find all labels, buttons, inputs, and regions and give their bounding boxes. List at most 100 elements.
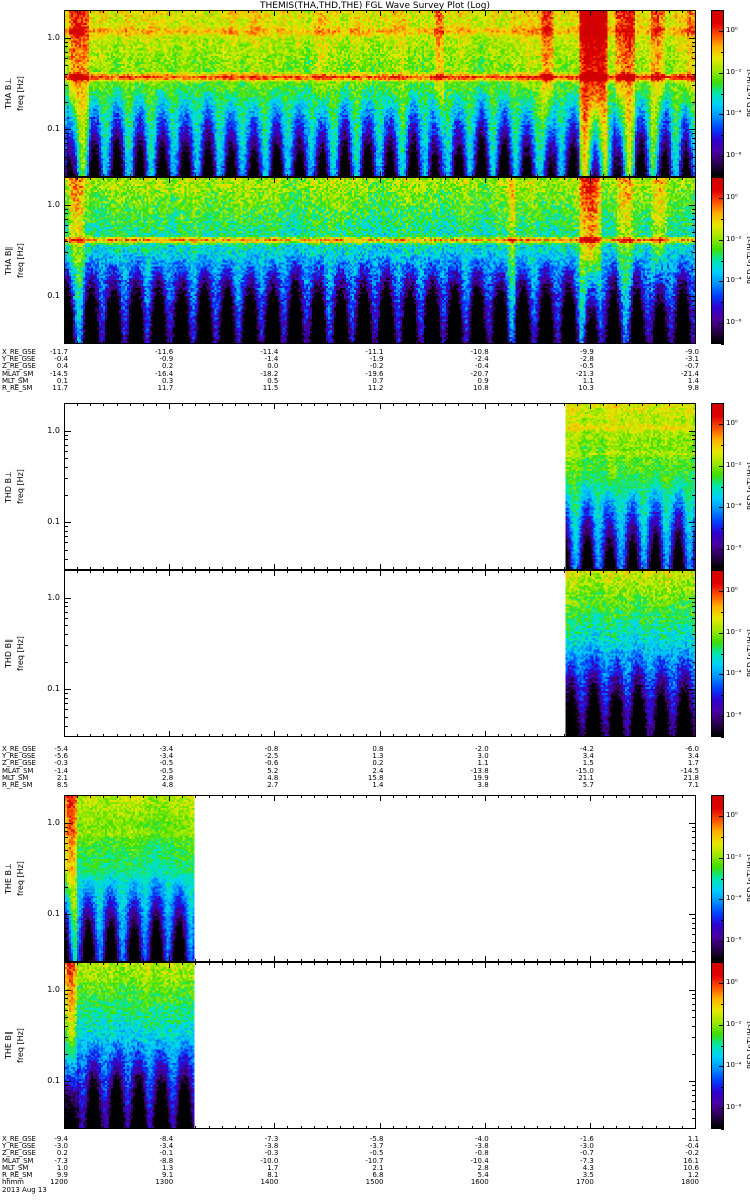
axis-annotation-value: -0.3 — [54, 759, 68, 768]
x-axis-major-tick — [695, 564, 696, 570]
x-axis-major-tick — [274, 795, 276, 801]
colorbar-tick-label: 10⁻⁴ — [726, 669, 742, 678]
x-axis-minor-tick — [432, 177, 434, 180]
x-axis-minor-tick — [445, 959, 447, 962]
axis-annotation-name: MLT_SM — [2, 1163, 29, 1172]
axis-annotation-value: -0.5 — [159, 766, 174, 775]
colorbar-minor-tick — [721, 920, 724, 922]
y-axis-minor-tick — [64, 526, 68, 528]
x-axis-minor-tick — [90, 1126, 92, 1129]
axis-annotation-value: -15.0 — [575, 766, 594, 775]
y-axis-minor-tick — [692, 870, 696, 872]
x-axis-minor-tick — [261, 567, 263, 570]
x-axis-minor-tick — [524, 570, 526, 573]
x-axis-minor-tick — [90, 174, 92, 177]
y-axis-minor-tick — [692, 1085, 696, 1087]
x-axis-minor-tick — [681, 177, 683, 180]
x-axis-minor-tick — [156, 174, 158, 177]
x-axis-minor-tick — [471, 403, 473, 406]
x-axis-minor-tick — [287, 962, 289, 965]
y-axis-minor-tick — [64, 133, 68, 135]
x-axis-minor-tick — [326, 10, 328, 13]
page-title: THEMIS(THA,THD,THE) FGL Wave Survey Plot… — [260, 1, 490, 11]
x-axis-major-tick — [695, 177, 696, 183]
panel-label-tha-para: THA B∥ — [4, 246, 13, 275]
y-axis-minor-tick — [692, 252, 696, 254]
x-axis-minor-tick — [668, 570, 670, 573]
x-axis-minor-tick — [182, 1126, 184, 1129]
x-axis-minor-tick — [405, 959, 407, 962]
y-axis-major-tick — [689, 296, 696, 298]
axis-annotation-row: MLT_SM 1.0 1.3 1.7 2.1 2.8 4.3 10.6 — [0, 1163, 750, 1172]
x-axis-minor-tick — [195, 177, 197, 180]
x-axis-minor-tick — [629, 177, 631, 180]
x-axis-minor-tick — [642, 341, 644, 344]
x-axis-minor-tick — [313, 10, 315, 13]
axis-annotation-value: 10.3 — [578, 383, 594, 392]
y-axis-minor-tick — [692, 323, 696, 325]
x-axis-minor-tick — [497, 795, 499, 798]
x-axis-minor-tick — [445, 1126, 447, 1129]
y-axis-minor-tick — [692, 224, 696, 226]
x-axis-minor-tick — [353, 795, 355, 798]
x-axis-minor-tick — [602, 174, 604, 177]
x-axis-minor-tick — [642, 570, 644, 573]
x-axis-minor-tick — [116, 341, 118, 344]
y-axis-minor-tick — [64, 252, 68, 254]
colorbar-minor-tick — [721, 444, 724, 446]
x-axis-minor-tick — [392, 177, 394, 180]
x-axis-minor-tick — [510, 174, 512, 177]
x-axis-minor-tick — [221, 10, 223, 13]
x-axis-minor-tick — [668, 962, 670, 965]
x-axis-major-tick — [274, 564, 276, 570]
x-axis-minor-tick — [432, 341, 434, 344]
axis-annotation-value: -21.3 — [575, 369, 594, 378]
y-axis-minor-tick — [64, 858, 68, 860]
axis-annotation-value: -4.0 — [474, 1135, 489, 1143]
x-axis-minor-tick — [90, 570, 92, 573]
y-axis-minor-tick — [692, 625, 696, 627]
x-axis-major-tick — [589, 171, 591, 177]
x-axis-minor-tick — [156, 341, 158, 344]
axis-annotation-row: MLAT_SM -1.4 -0.5 5.2 2.4 -13.8 -15.0 -14.5 — [0, 766, 750, 775]
y-axis-major-tick — [689, 1081, 696, 1083]
x-axis-minor-tick — [497, 174, 499, 177]
x-axis-minor-tick — [602, 1126, 604, 1129]
y-axis-minor-tick — [64, 703, 68, 705]
axis-annotation-value: -0.3 — [264, 1149, 279, 1158]
colorbar-tick-label: 10⁰ — [726, 192, 738, 201]
axis-annotation-value: 2.8 — [477, 1163, 489, 1172]
y-axis-minor-tick — [692, 51, 696, 53]
x-axis-major-tick — [484, 570, 486, 576]
axis-annotation-value: 10.8 — [473, 383, 489, 392]
x-axis-minor-tick — [524, 1126, 526, 1129]
y-axis-minor-tick — [64, 51, 68, 53]
y-axis-minor-tick — [64, 101, 68, 103]
x-axis-major-tick — [64, 962, 65, 968]
axis-annotation-value: -2.0 — [474, 745, 489, 753]
x-axis-minor-tick — [471, 10, 473, 13]
axis-annotation-value: -9.0 — [685, 348, 699, 356]
x-axis-minor-tick — [602, 177, 604, 180]
y-axis-minor-tick — [692, 232, 696, 234]
y-axis-minor-tick — [692, 478, 696, 480]
y-axis-minor-tick — [64, 304, 68, 306]
x-axis-minor-tick — [642, 403, 644, 406]
y-axis-major-tick — [64, 129, 71, 131]
y-axis-minor-tick — [692, 304, 696, 306]
x-axis-minor-tick — [471, 734, 473, 737]
x-axis-minor-tick — [392, 570, 394, 573]
axis-annotation-value: 1.1 — [477, 759, 489, 768]
x-axis-minor-tick — [182, 959, 184, 962]
x-axis-minor-tick — [471, 959, 473, 962]
x-axis-minor-tick — [655, 403, 657, 406]
date-label: 2013 Aug 13 — [2, 1186, 47, 1195]
axis-annotation-value: -3.8 — [474, 1142, 489, 1151]
y-axis-minor-tick — [64, 149, 68, 151]
y-axis-minor-tick — [692, 1095, 696, 1097]
x-axis-minor-tick — [195, 403, 197, 406]
x-axis-major-tick — [379, 403, 381, 409]
y-axis-minor-tick — [692, 156, 696, 158]
axis-annotation-value: -3.8 — [264, 1142, 279, 1151]
